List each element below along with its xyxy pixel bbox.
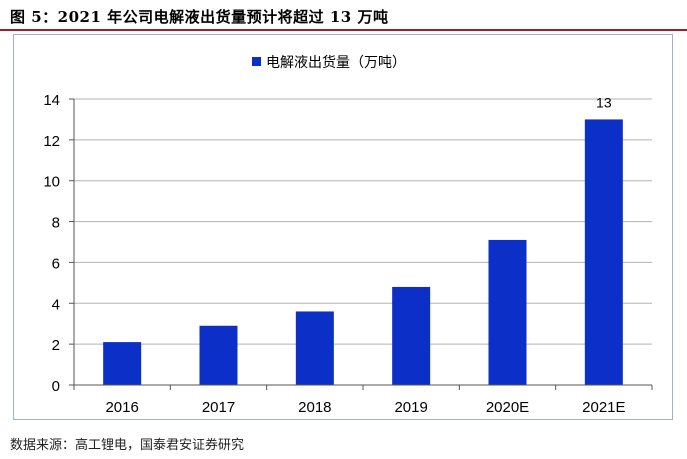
legend: 电解液出货量（万吨） [252, 54, 406, 70]
y-tick-label: 6 [52, 255, 60, 272]
bar [488, 239, 527, 385]
bar [103, 342, 142, 385]
grid-lines [74, 98, 652, 345]
y-axis-ticks: 0 2 4 6 8 10 12 14 [43, 92, 75, 395]
figure-title: 图 5：2021 年公司电解液出货量预计将超过 13 万吨 [10, 8, 389, 26]
y-tick-label: 14 [43, 92, 60, 109]
x-axis-ticks: 2016 2017 2018 2019 2020E 2021E [73, 385, 653, 416]
data-labels: 13 [596, 94, 612, 110]
title-rule [0, 29, 687, 31]
bars [103, 119, 623, 385]
y-tick-label: 8 [52, 215, 60, 232]
y-tick-label: 2 [52, 337, 60, 354]
data-label: 13 [596, 94, 612, 110]
bar [295, 311, 334, 385]
x-tick-label: 2021E [582, 399, 625, 416]
x-tick-label: 2020E [486, 399, 529, 416]
y-tick-label: 4 [52, 296, 60, 313]
bar [584, 119, 623, 385]
bar [199, 325, 238, 385]
y-tick-label: 10 [43, 174, 60, 191]
legend-swatch [252, 57, 261, 66]
y-tick-label: 0 [52, 378, 60, 395]
figure-source: 数据来源：高工锂电，国泰君安证券研究 [10, 438, 245, 453]
chart-frame [13, 34, 673, 420]
x-tick-label: 2017 [202, 399, 235, 416]
bar [392, 286, 431, 385]
x-tick-label: 2018 [298, 399, 331, 416]
x-tick-label: 2016 [105, 399, 138, 416]
y-tick-label: 12 [43, 133, 60, 150]
legend-label: 电解液出货量（万吨） [266, 54, 406, 70]
x-tick-label: 2019 [394, 399, 427, 416]
